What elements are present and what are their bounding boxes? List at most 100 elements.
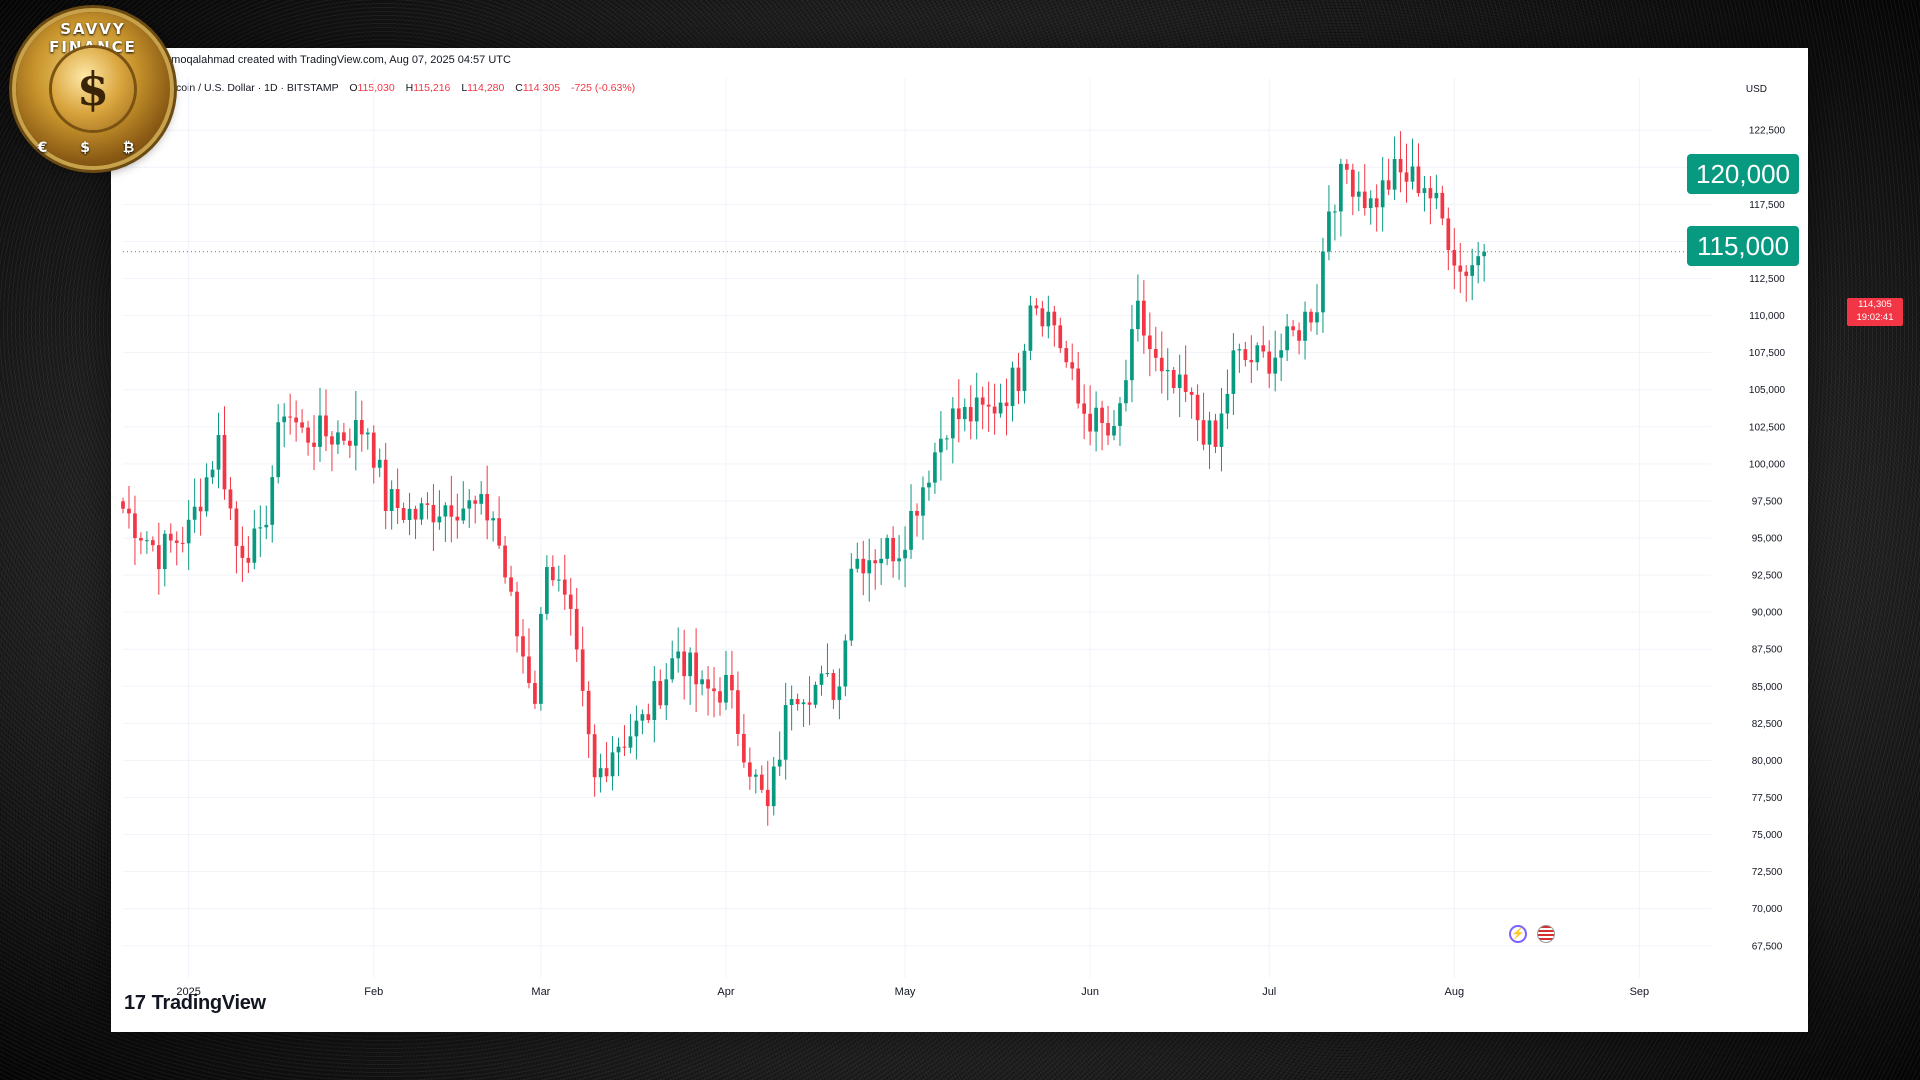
candle-body — [1004, 402, 1009, 407]
candle-body — [658, 681, 663, 706]
candle-body — [801, 702, 806, 705]
currency-label[interactable]: USD — [1745, 84, 1767, 95]
y-tick-label: 97,500 — [1752, 496, 1783, 507]
candle-body — [150, 540, 155, 546]
candle-body — [1458, 265, 1463, 272]
candle-body — [1100, 407, 1104, 424]
price-chart[interactable]: 67,500 70,000 72,500 75,000 77,500 80,000 82,5… — [111, 48, 1808, 1032]
candle-body — [1273, 357, 1278, 374]
candle-body — [700, 679, 704, 685]
candle-body — [1446, 218, 1451, 251]
y-tick-label: 92,500 — [1752, 571, 1783, 582]
last-price: 114,305 — [1858, 299, 1892, 310]
candle-body — [604, 768, 609, 777]
x-tick-label: Aug — [1445, 986, 1465, 998]
candle-body — [1422, 188, 1427, 194]
candle-body — [998, 402, 1003, 414]
candle-body — [843, 640, 848, 687]
candle-body — [736, 690, 740, 734]
candle-body — [192, 506, 197, 520]
candle-body — [521, 636, 525, 657]
candle-body — [915, 510, 919, 516]
candle-body — [127, 508, 131, 514]
candle-body — [837, 686, 842, 700]
candle-body — [527, 656, 531, 684]
candle-body — [413, 508, 418, 520]
candle-body — [592, 734, 597, 778]
x-tick-label: Mar — [531, 986, 550, 998]
candle-body — [1171, 370, 1176, 388]
candle-body — [1046, 311, 1051, 327]
candle-body — [348, 440, 352, 446]
candle-body — [539, 613, 543, 704]
high-value: 115,216 — [413, 82, 451, 94]
candle-body — [1267, 351, 1272, 374]
candle-body — [556, 579, 561, 581]
candle-body — [210, 469, 215, 478]
tradingview-logo[interactable]: 17 TradingView — [124, 992, 266, 1015]
candle-body — [359, 419, 364, 435]
candle-body — [485, 493, 490, 521]
currency-symbols: € $ ₿ — [37, 140, 149, 156]
symbol-name: ...itcoin / U.S. Dollar · 1D · BITSTAMP — [162, 82, 339, 94]
candle-body — [1088, 413, 1092, 432]
attribution-text: ...moqalahmad created with TradingView.c… — [162, 54, 511, 66]
candle-body — [497, 518, 501, 546]
candle-body — [252, 528, 257, 563]
candle-body — [1207, 420, 1212, 445]
candle-body — [1070, 362, 1075, 369]
us-flag-icon[interactable] — [1537, 925, 1555, 943]
candle-body — [312, 442, 316, 447]
y-tick-label: 112,500 — [1749, 274, 1785, 285]
candle-body — [1309, 311, 1313, 323]
candle-body — [145, 540, 149, 542]
x-tick-label: 2025 — [176, 986, 200, 998]
candle-body — [1177, 374, 1182, 388]
last-price-tag: 114,305 19:02:41 — [1847, 298, 1903, 326]
y-tick-label: 67,500 — [1752, 941, 1783, 952]
candle-body — [270, 477, 275, 525]
low-value: 114,280 — [467, 82, 505, 94]
x-tick-label: Jul — [1262, 986, 1276, 998]
lightning-event-icon[interactable]: ⚡ — [1509, 925, 1527, 943]
candle-body — [1165, 370, 1170, 372]
candle-body — [1428, 188, 1433, 199]
candle-body — [222, 434, 227, 490]
candle-body — [939, 438, 943, 453]
candle-body — [819, 673, 824, 685]
candle-body — [342, 432, 346, 441]
candle-body — [1279, 350, 1284, 358]
candle-body — [180, 542, 185, 544]
candle-body — [873, 560, 878, 564]
chart-panel[interactable]: ...moqalahmad created with TradingView.c… — [111, 48, 1903, 1032]
candle-body — [992, 406, 997, 414]
candle-body — [1386, 180, 1391, 190]
candle-body — [670, 658, 675, 680]
candle-body — [1404, 172, 1409, 182]
y-tick-label: 85,000 — [1752, 682, 1783, 693]
candle-body — [1112, 425, 1116, 436]
candle-body — [777, 759, 782, 767]
candle-body — [831, 673, 836, 700]
candle-body — [324, 415, 328, 437]
candle-body — [807, 702, 812, 705]
y-tick-label: 102,500 — [1749, 422, 1786, 433]
candle-body — [598, 768, 603, 778]
candle-body — [1392, 159, 1397, 190]
candle-body — [1130, 329, 1134, 381]
candle-body — [330, 436, 334, 445]
candle-body — [1482, 251, 1486, 257]
candle-body — [377, 459, 382, 468]
candle-body — [479, 493, 484, 504]
candle-body — [1297, 330, 1301, 341]
candle-body — [586, 690, 591, 735]
candle-body — [533, 683, 537, 704]
candle-body — [986, 404, 991, 407]
candle-body — [1082, 403, 1087, 414]
level-badge-120000: 120,000 — [1687, 154, 1799, 194]
candle-body — [1213, 420, 1218, 447]
candle-body — [162, 533, 167, 570]
candle-body — [855, 558, 860, 569]
candle-body — [306, 427, 310, 443]
bar-countdown: 19:02:41 — [1856, 312, 1894, 323]
